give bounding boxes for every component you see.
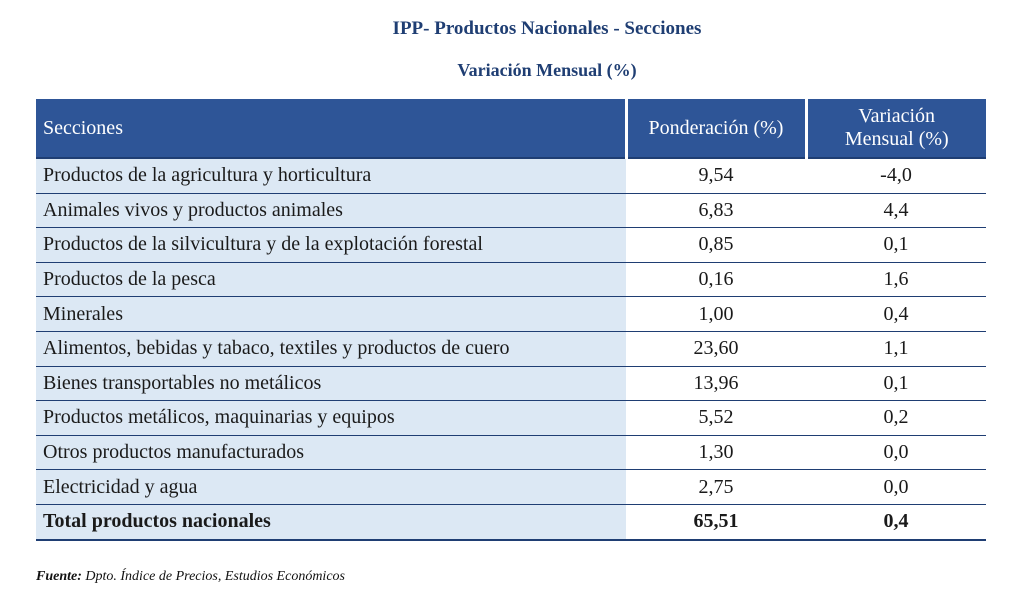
table-header-row: Secciones Ponderación (%) Variación Mens… <box>36 99 986 158</box>
source-text: Dpto. Índice de Precios, Estudios Económ… <box>81 569 345 584</box>
table-row: Animales vivos y productos animales 6,83… <box>36 193 986 229</box>
row-ponderacion: 0,16 <box>626 262 806 298</box>
row-section-name: Otros productos manufacturados <box>36 435 626 471</box>
row-section-name: Productos metálicos, maquinarias y equip… <box>36 400 626 436</box>
row-section-name: Productos de la silvicultura y de la exp… <box>36 227 626 263</box>
header-variacion-line2: Mensual (%) <box>844 128 949 150</box>
row-section-name: Productos de la agricultura y horticultu… <box>36 158 626 194</box>
row-variacion: 0,1 <box>806 366 986 402</box>
row-section-name: Productos de la pesca <box>36 262 626 298</box>
total-ponderacion: 65,51 <box>626 504 806 541</box>
row-ponderacion: 13,96 <box>626 366 806 402</box>
table-total-row: Total productos nacionales 65,51 0,4 <box>36 504 986 541</box>
row-ponderacion: 1,30 <box>626 435 806 471</box>
row-ponderacion: 5,52 <box>626 400 806 436</box>
table-row: Otros productos manufacturados 1,30 0,0 <box>36 435 986 471</box>
row-ponderacion: 6,83 <box>626 193 806 229</box>
header-variacion: Variación Mensual (%) <box>806 99 986 158</box>
header-variacion-line1: Variación <box>858 105 936 127</box>
table-row: Bienes transportables no metálicos 13,96… <box>36 366 986 402</box>
total-variacion: 0,4 <box>806 504 986 541</box>
row-variacion: 0,1 <box>806 227 986 263</box>
row-variacion: -4,0 <box>806 158 986 194</box>
row-ponderacion: 9,54 <box>626 158 806 194</box>
total-name: Total productos nacionales <box>36 504 626 541</box>
table-row: Productos de la silvicultura y de la exp… <box>36 227 986 263</box>
row-ponderacion: 1,00 <box>626 296 806 332</box>
source-label: Fuente: <box>36 569 82 584</box>
row-section-name: Alimentos, bebidas y tabaco, textiles y … <box>36 331 626 367</box>
row-variacion: 1,6 <box>806 262 986 298</box>
source-note: Fuente: Dpto. Índice de Precios, Estudio… <box>36 569 345 585</box>
table-row: Alimentos, bebidas y tabaco, textiles y … <box>36 331 986 367</box>
row-section-name: Electricidad y agua <box>36 469 626 505</box>
row-variacion: 0,0 <box>806 469 986 505</box>
table-row: Productos metálicos, maquinarias y equip… <box>36 400 986 436</box>
row-ponderacion: 0,85 <box>626 227 806 263</box>
row-variacion: 0,2 <box>806 400 986 436</box>
table-row: Productos de la agricultura y horticultu… <box>36 158 986 194</box>
row-variacion: 0,0 <box>806 435 986 471</box>
header-ponderacion: Ponderación (%) <box>626 99 808 158</box>
report-subtitle: Variación Mensual (%) <box>457 60 637 80</box>
row-ponderacion: 2,75 <box>626 469 806 505</box>
row-variacion: 1,1 <box>806 331 986 367</box>
header-secciones: Secciones <box>36 99 628 158</box>
row-variacion: 0,4 <box>806 296 986 332</box>
row-section-name: Animales vivos y productos animales <box>36 193 626 229</box>
report-title: IPP- Productos Nacionales - Secciones <box>392 18 702 39</box>
table-row: Minerales 1,00 0,4 <box>36 296 986 332</box>
table-row: Productos de la pesca 0,16 1,6 <box>36 262 986 298</box>
table-row: Electricidad y agua 2,75 0,0 <box>36 469 986 505</box>
sections-table: Secciones Ponderación (%) Variación Mens… <box>36 99 986 541</box>
row-section-name: Minerales <box>36 296 626 332</box>
row-ponderacion: 23,60 <box>626 331 806 367</box>
row-variacion: 4,4 <box>806 193 986 229</box>
row-section-name: Bienes transportables no metálicos <box>36 366 626 402</box>
